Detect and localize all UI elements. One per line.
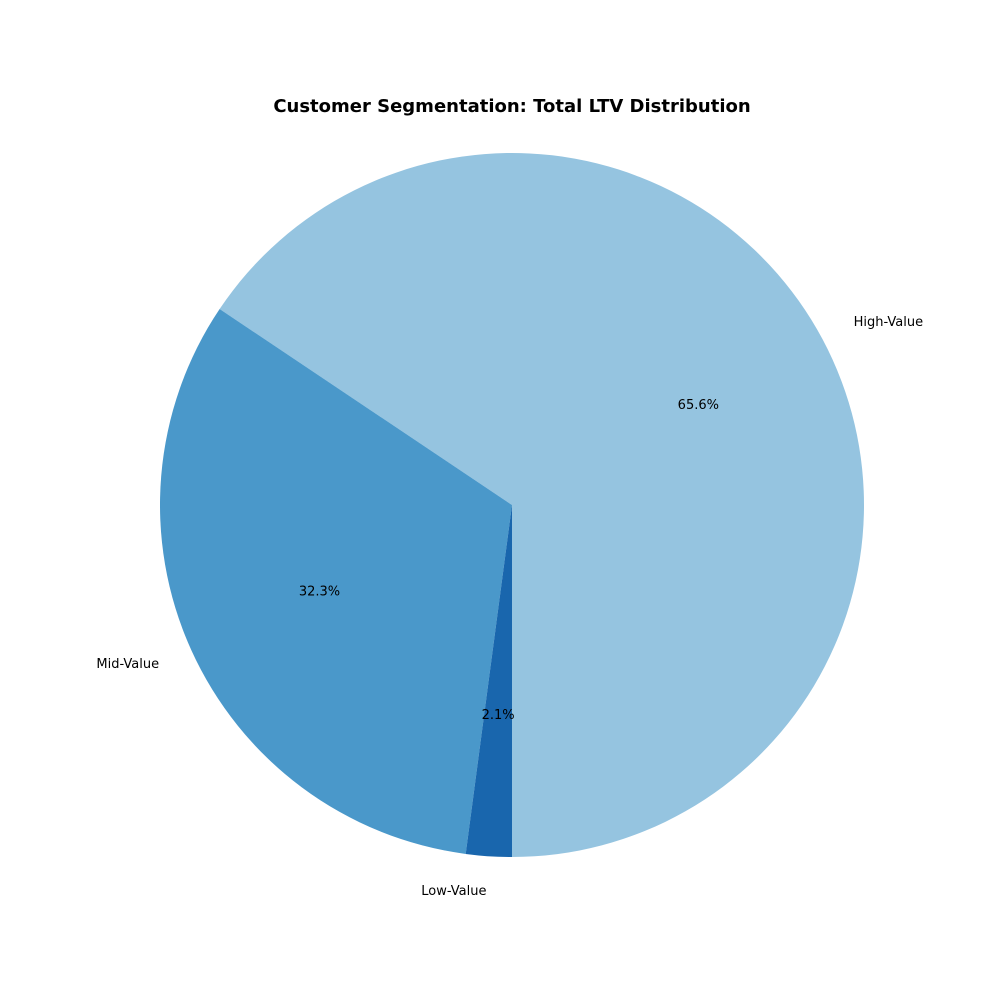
pie-slices — [160, 153, 864, 858]
pie-slice-mid-value — [160, 308, 512, 854]
pie-slice-low-value — [465, 505, 512, 857]
pie-labels: High-Value 65.6% Mid-Value 32.3% Low-Value 2.… — [96, 315, 923, 899]
pie-slice-high-value — [219, 153, 864, 858]
category-label-high-value: High-Value — [854, 315, 924, 330]
percent-label-mid-value: 32.3% — [299, 584, 340, 599]
chart-title: Customer Segmentation: Total LTV Distrib… — [273, 96, 750, 117]
percent-label-high-value: 65.6% — [678, 398, 719, 413]
percent-label-low-value: 2.1% — [482, 708, 515, 723]
category-label-low-value: Low-Value — [421, 884, 486, 899]
category-label-mid-value: Mid-Value — [96, 657, 159, 672]
